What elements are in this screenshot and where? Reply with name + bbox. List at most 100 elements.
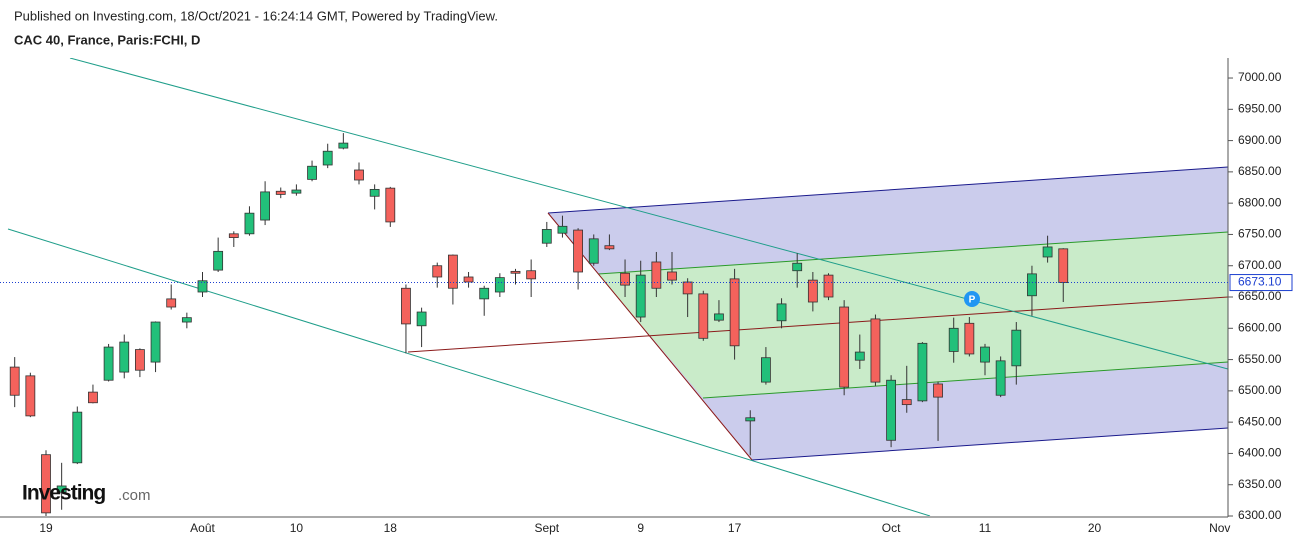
last-price-label: 6673.10: [1238, 275, 1282, 289]
y-tick-label: 6800.00: [1238, 195, 1282, 209]
y-tick-label: 6450.00: [1238, 414, 1282, 428]
candle-body: [307, 165, 317, 180]
y-tick-label: 6650.00: [1238, 289, 1282, 303]
candle-body: [119, 341, 130, 373]
candle-body: [494, 277, 505, 293]
candle-body: [244, 212, 255, 235]
x-tick-label: 20: [1088, 521, 1102, 535]
pitchfork-inner: [598, 232, 1228, 398]
candle-body: [25, 375, 36, 417]
candle-body: [1027, 273, 1037, 297]
candle-body: [260, 191, 271, 221]
candle-body: [776, 303, 787, 322]
candle-body: [901, 399, 912, 406]
candle-body: [933, 383, 943, 398]
pitchfork-lower: [751, 427, 1228, 461]
candle-body: [823, 274, 834, 298]
candle-body: [213, 250, 224, 271]
trend-line: [69, 58, 1228, 370]
candle-body: [88, 391, 98, 404]
candle-body: [56, 485, 67, 493]
candle-body: [432, 265, 443, 278]
y-tick-label: 6750.00: [1238, 227, 1282, 241]
x-tick-label: 19: [39, 521, 53, 535]
y-tick-label: 6550.00: [1238, 352, 1282, 366]
candle-body: [714, 313, 724, 321]
published-line: Published on Investing.com, 18/Oct/2021 …: [14, 8, 498, 23]
marker-circle: [964, 291, 980, 307]
candle-body: [41, 454, 51, 514]
candle-body: [761, 357, 771, 383]
candle-body: [401, 287, 411, 325]
candle-body: [604, 245, 615, 250]
symbol-line: CAC 40, France, Paris:FCHI, D: [14, 32, 200, 47]
candle-body: [9, 366, 20, 396]
candle-body: [745, 417, 756, 422]
y-tick-label: 6950.00: [1238, 101, 1282, 115]
y-tick-label: 6900.00: [1238, 133, 1282, 147]
candle-body: [1042, 246, 1053, 258]
pitchfork-upper: [547, 166, 1228, 214]
candle-body: [541, 229, 552, 244]
candle-body: [322, 150, 333, 166]
candle-body: [134, 349, 145, 371]
pitchfork-median: [407, 296, 1228, 353]
candle-body: [1011, 329, 1022, 367]
drawings: [7, 58, 1228, 516]
candle-body: [197, 280, 208, 293]
candle-body: [682, 281, 693, 295]
candle-body: [807, 279, 818, 303]
y-tick-label: 6600.00: [1238, 320, 1282, 334]
x-tick-label: 9: [637, 521, 644, 535]
y-tick-label: 7000.00: [1238, 70, 1282, 84]
candle-body: [980, 346, 990, 363]
candle-body: [72, 411, 83, 464]
y-tick-label: 6850.00: [1238, 164, 1282, 178]
candle-body: [854, 351, 865, 361]
candle-body: [166, 298, 177, 308]
candle-body: [635, 274, 646, 318]
x-tick-label: 18: [384, 521, 398, 535]
candle-body: [573, 229, 583, 273]
candle-body: [667, 271, 677, 281]
pitchfork-inner-lower: [702, 361, 1228, 399]
candle-body: [729, 278, 740, 347]
candle-body: [103, 346, 114, 381]
candle-body: [338, 142, 349, 149]
candle-body: [870, 318, 881, 383]
candle-body: [557, 225, 568, 234]
y-tick-label: 6700.00: [1238, 258, 1282, 272]
candle-body: [620, 272, 630, 286]
y-tick-label: 6400.00: [1238, 446, 1282, 460]
candle-body: [150, 321, 161, 363]
logo-brand: Investing: [22, 482, 105, 505]
candle-body: [275, 190, 286, 195]
candle-body: [698, 293, 709, 339]
candle-body: [792, 262, 803, 272]
candle-body: [948, 327, 959, 352]
candle-body: [1058, 248, 1069, 283]
logo-suffix: .com: [118, 487, 151, 504]
candle-body: [369, 188, 380, 197]
candle-body: [479, 287, 490, 300]
candle-body: [839, 306, 850, 388]
candle-body: [416, 311, 427, 327]
marker-label: P: [969, 295, 976, 306]
candle-body: [463, 276, 474, 283]
candle-body: [651, 261, 662, 289]
y-tick-label: 6350.00: [1238, 477, 1282, 491]
candle-body: [588, 238, 599, 264]
candle-body: [228, 233, 239, 238]
candle-body: [385, 187, 396, 223]
x-tick-label: Oct: [882, 521, 901, 535]
x-tick-label: 11: [979, 521, 992, 535]
candle-body: [510, 270, 521, 274]
pitchfork-inner-upper: [597, 231, 1228, 275]
candle-body: [291, 189, 302, 194]
x-tick-label: Août: [190, 521, 215, 535]
y-tick-label: 6300.00: [1238, 508, 1282, 522]
candle-body: [995, 360, 1006, 396]
candle-body: [354, 169, 364, 181]
candles: [9, 133, 1069, 516]
